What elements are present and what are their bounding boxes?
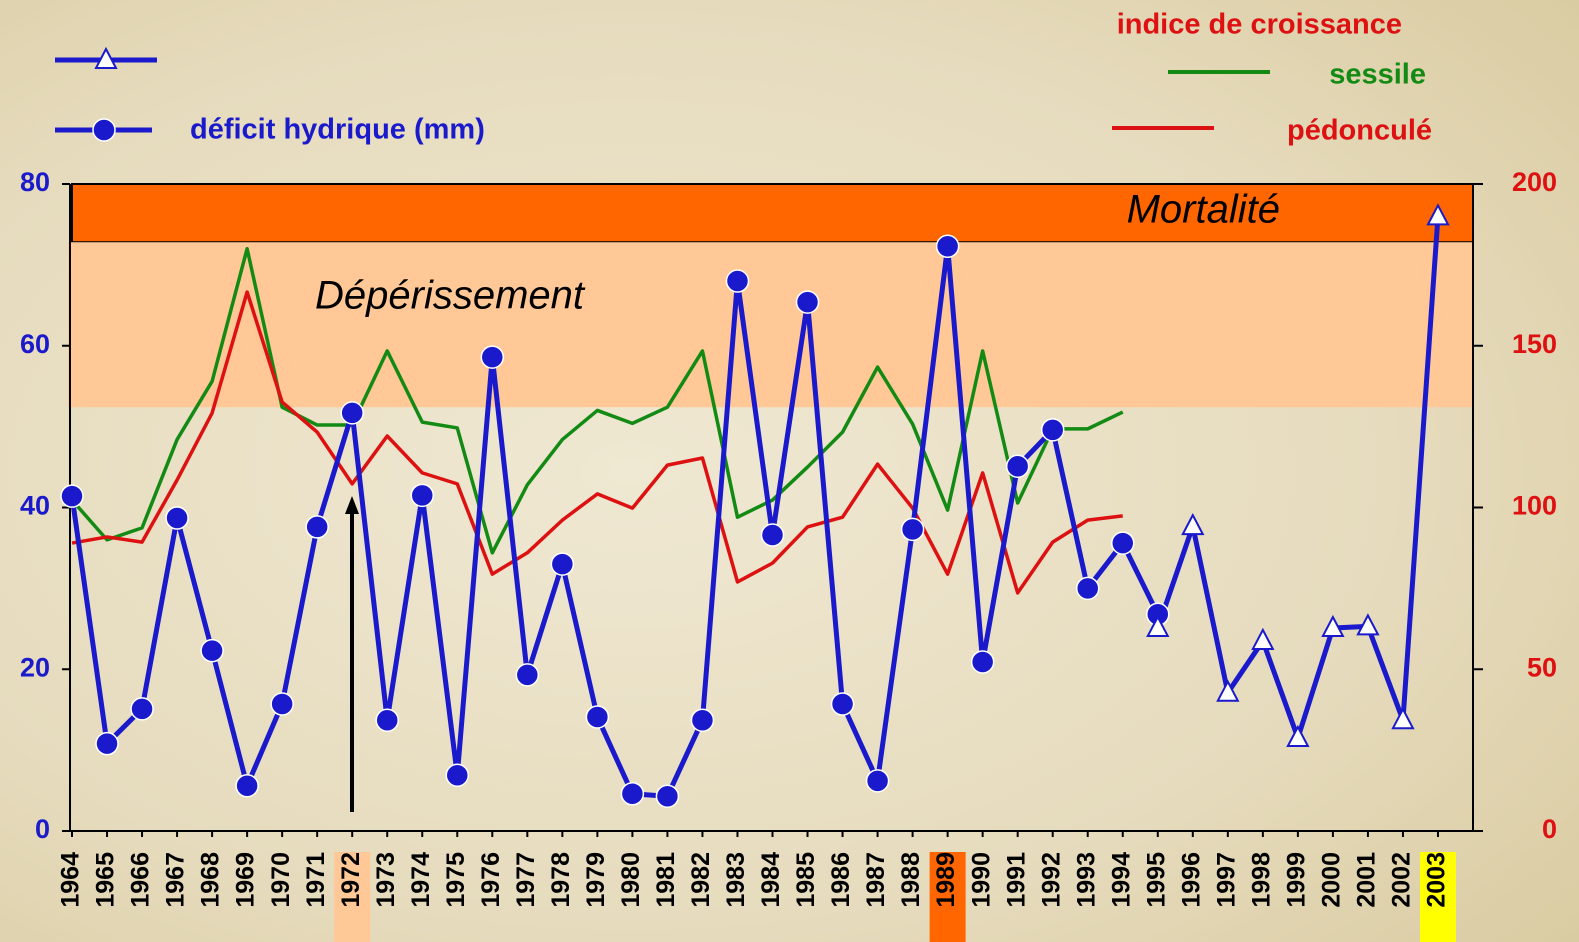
- x-tick-label: 1999: [1282, 852, 1310, 908]
- legend-title: indice de croissance: [1117, 9, 1402, 41]
- point: [1042, 419, 1064, 441]
- point: [201, 640, 223, 662]
- y2-tick-label: 150: [1512, 329, 1557, 359]
- x-tick-label: 1983: [722, 852, 750, 908]
- x-tick-label: 1987: [862, 852, 890, 908]
- x-tick-label: 1965: [92, 852, 120, 908]
- point: [96, 733, 118, 755]
- point: [481, 346, 503, 368]
- point: [867, 770, 889, 792]
- point: [411, 484, 433, 506]
- x-tick-label: 1991: [1002, 852, 1030, 908]
- y2-tick-label: 50: [1527, 652, 1557, 682]
- point: [972, 651, 994, 673]
- point: [797, 291, 819, 313]
- x-tick-label: 1990: [967, 852, 995, 908]
- x-tick-label: 1966: [127, 852, 155, 908]
- x-tick-label: 1986: [827, 852, 855, 908]
- x-tick-label: 1981: [652, 852, 680, 908]
- legend-marker: [93, 119, 115, 141]
- x-tick-label: 1984: [757, 852, 785, 908]
- y2-tick-label: 100: [1512, 491, 1557, 521]
- point: [1112, 532, 1134, 554]
- x-tick-label: 2001: [1353, 852, 1381, 908]
- point: [341, 402, 363, 424]
- point: [726, 270, 748, 292]
- x-tick-label: 1985: [792, 852, 820, 908]
- point: [271, 693, 293, 715]
- point: [586, 706, 608, 728]
- point: [1007, 455, 1029, 477]
- x-tick-label: 1997: [1212, 852, 1240, 908]
- point: [551, 553, 573, 575]
- point: [446, 764, 468, 786]
- x-tick-label: 1998: [1247, 852, 1275, 908]
- band-label: Mortalité: [1127, 188, 1280, 232]
- x-tick-label: 1993: [1072, 852, 1100, 908]
- band-label: Dépérissement: [315, 274, 586, 318]
- point: [1077, 577, 1099, 599]
- point: [621, 783, 643, 805]
- point: [937, 235, 959, 257]
- point: [61, 485, 83, 507]
- x-tick-label: 1976: [477, 852, 505, 908]
- x-tick-label: 1964: [57, 852, 85, 908]
- x-tick-label: 1977: [512, 852, 540, 908]
- x-tick-label: 2002: [1388, 852, 1416, 908]
- band: [68, 242, 1473, 407]
- x-tick-label: 1974: [407, 852, 435, 908]
- y2-tick-label: 0: [1542, 814, 1557, 844]
- x-tick-label: 1975: [442, 852, 470, 908]
- x-tick-label: 1967: [162, 852, 190, 908]
- x-tick-label: 1972: [337, 852, 365, 908]
- point: [166, 507, 188, 529]
- x-tick-label: 2003: [1423, 852, 1451, 908]
- x-tick-label: 1979: [582, 852, 610, 908]
- x-tick-label: 1995: [1142, 852, 1170, 908]
- point: [306, 516, 328, 538]
- y-tick-label: 80: [20, 167, 50, 197]
- point: [902, 518, 924, 540]
- x-tick-label: 1971: [302, 852, 330, 908]
- point: [516, 664, 538, 686]
- x-tick-label: 1980: [617, 852, 645, 908]
- y-tick-label: 60: [20, 329, 50, 359]
- x-tick-label: 1973: [372, 852, 400, 908]
- legend-label: pédonculé: [1287, 115, 1432, 147]
- legend-label: déficit hydrique (mm): [190, 114, 485, 146]
- x-tick-label: 1982: [687, 852, 715, 908]
- chart: MortalitéDépérissement196419651966196719…: [0, 0, 1579, 942]
- point: [691, 709, 713, 731]
- x-tick-label: 1988: [897, 852, 925, 908]
- point: [656, 785, 678, 807]
- x-tick-label: 1970: [267, 852, 295, 908]
- y-tick-label: 0: [35, 814, 50, 844]
- y-tick-label: 20: [20, 652, 50, 682]
- x-tick-label: 1992: [1037, 852, 1065, 908]
- point: [832, 693, 854, 715]
- point: [236, 775, 258, 797]
- x-tick-label: 1996: [1177, 852, 1205, 908]
- x-tick-label: 1978: [547, 852, 575, 908]
- legend-label: sessile: [1329, 59, 1426, 91]
- x-tick-label: 1989: [932, 852, 960, 908]
- x-tick-label: 1969: [232, 852, 260, 908]
- x-tick-label: 1994: [1107, 852, 1135, 908]
- point: [762, 524, 784, 546]
- y-tick-label: 40: [20, 491, 50, 521]
- point: [131, 698, 153, 720]
- x-tick-label: 2000: [1318, 852, 1346, 908]
- y2-tick-label: 200: [1512, 167, 1557, 197]
- x-tick-label: 1968: [197, 852, 225, 908]
- point: [376, 709, 398, 731]
